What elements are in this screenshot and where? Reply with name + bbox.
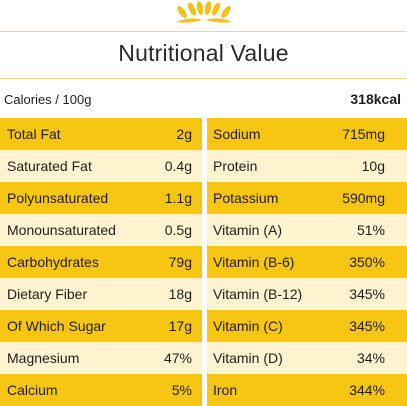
nutrient-value: 79g xyxy=(168,254,192,270)
nutrient-name: Total Fat xyxy=(7,126,61,142)
nutrient-value: 34% xyxy=(356,350,385,366)
table-row: Vitamin (C) 345% xyxy=(207,310,407,342)
nutrient-name: Potassium xyxy=(213,190,279,206)
nutrient-value: 350% xyxy=(349,254,385,270)
table-row: Of Which Sugar 17g xyxy=(0,310,202,342)
title-band xyxy=(0,31,407,79)
nutrient-name: Sodium xyxy=(213,126,261,142)
nutrient-name: Vitamin (D) xyxy=(213,350,283,366)
nutrient-name: Vitamin (C) xyxy=(213,318,283,334)
right-nutrient-table: Sodium 715mg Protein 10g Potassium 590mg Vitam… xyxy=(207,118,407,406)
nutrient-name: Polyunsaturated xyxy=(7,190,109,206)
nutrient-value: 344% xyxy=(349,382,385,398)
table-row: Total Fat 2g xyxy=(0,118,202,150)
table-row: Calcium 5% xyxy=(0,374,202,406)
nutrient-value: 5% xyxy=(171,382,192,398)
nutrient-value: 10g xyxy=(361,158,385,174)
table-row: Carbohydrates 79g xyxy=(0,246,202,278)
nutrient-value: 590mg xyxy=(342,190,385,206)
nutrient-value: 47% xyxy=(163,350,192,366)
nutrient-name: Vitamin (B-12) xyxy=(213,286,303,302)
nutrient-value: 51% xyxy=(356,222,385,238)
calories-value: 318kcal xyxy=(350,91,401,107)
nutrient-name: Carbohydrates xyxy=(7,254,99,270)
nutrient-value: 345% xyxy=(349,318,385,334)
table-row: Vitamin (D) 34% xyxy=(207,342,407,374)
nutrient-value: 0.5g xyxy=(164,222,192,238)
table-row: Dietary Fiber 18g xyxy=(0,278,202,310)
left-nutrient-table: Total Fat 2g Saturated Fat 0.4g Polyunsatura… xyxy=(0,118,202,406)
table-row: Potassium 590mg xyxy=(207,182,407,214)
nutrient-value: 17g xyxy=(168,318,192,334)
nutrient-name: Of Which Sugar xyxy=(7,318,106,334)
nutrient-name: Protein xyxy=(213,158,258,174)
table-row: Sodium 715mg xyxy=(207,118,407,150)
nutrient-value: 18g xyxy=(168,286,192,302)
table-row: Saturated Fat 0.4g xyxy=(0,150,202,182)
page-title: Nutritional Value xyxy=(118,40,289,66)
table-row: Polyunsaturated 1.1g xyxy=(0,182,202,214)
nutrient-value: 1.1g xyxy=(164,190,192,206)
wheat-icon xyxy=(176,1,232,23)
nutrient-name: Iron xyxy=(213,382,238,398)
table-row: Monounsaturated 0.5g xyxy=(0,214,202,246)
nutrient-name: Vitamin (A) xyxy=(213,222,282,238)
nutrient-value: 345% xyxy=(349,286,385,302)
calories-label: Calories / 100g xyxy=(4,92,92,107)
table-row: Vitamin (A) 51% xyxy=(207,214,407,246)
nutrient-name: Monounsaturated xyxy=(7,222,116,238)
table-row: Protein 10g xyxy=(207,150,407,182)
nutrient-name: Dietary Fiber xyxy=(7,286,88,302)
nutrient-value: 715mg xyxy=(342,126,385,142)
table-row: Magnesium 47% xyxy=(0,342,202,374)
nutrient-name: Calcium xyxy=(7,382,58,398)
nutrient-name: Vitamin (B-6) xyxy=(213,254,295,270)
nutrient-value: 0.4g xyxy=(164,158,192,174)
nutrient-name: Magnesium xyxy=(7,350,80,366)
table-row: Vitamin (B-6) 350% xyxy=(207,246,407,278)
nutrient-value: 2g xyxy=(176,126,192,142)
table-row: Iron 344% xyxy=(207,374,407,406)
table-row: Vitamin (B-12) 345% xyxy=(207,278,407,310)
nutrient-name: Saturated Fat xyxy=(7,158,92,174)
